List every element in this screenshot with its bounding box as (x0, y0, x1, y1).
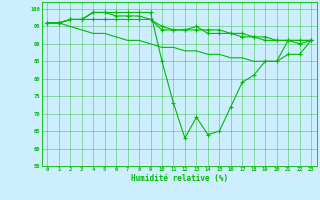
X-axis label: Humidité relative (%): Humidité relative (%) (131, 174, 228, 183)
